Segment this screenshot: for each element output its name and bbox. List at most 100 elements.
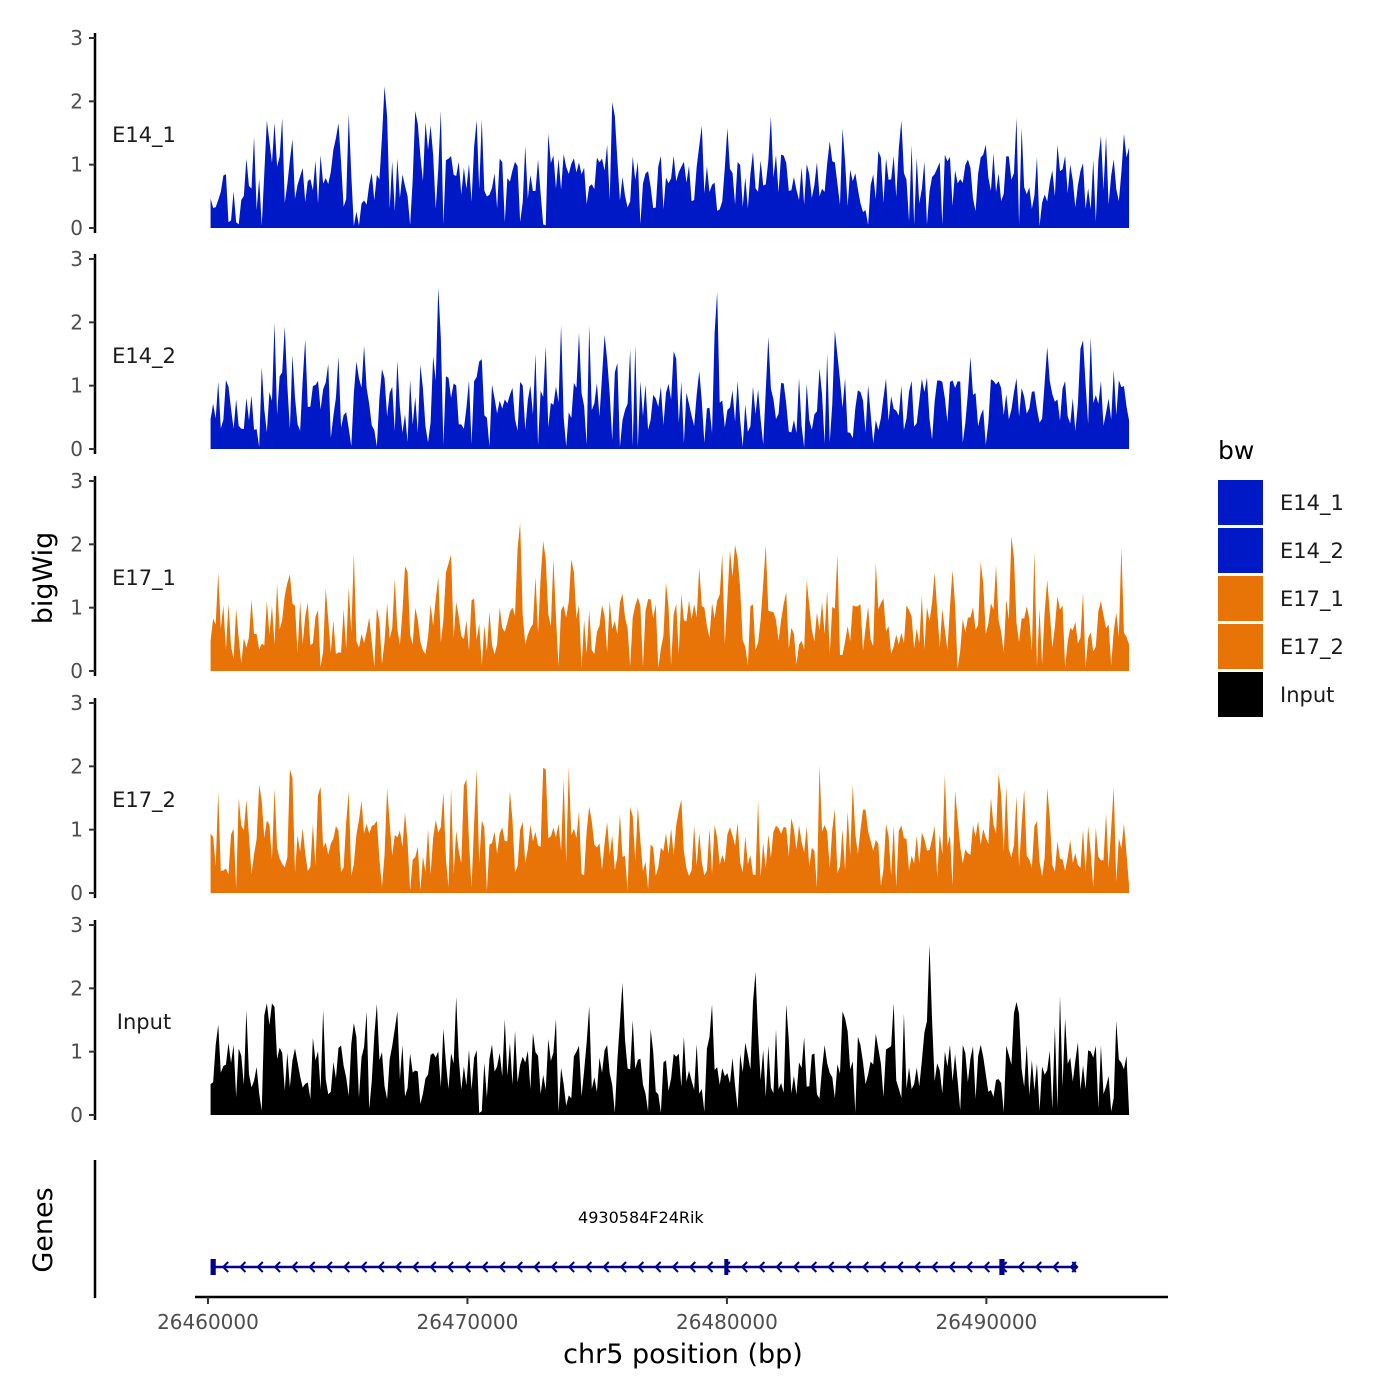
strand-arrow [809, 1261, 818, 1273]
strand-arrow [758, 1261, 766, 1273]
legend-label: E17_1 [1280, 587, 1344, 612]
exon [724, 1259, 729, 1275]
strand-arrow [221, 1261, 229, 1273]
y-tick-label: 3 [70, 26, 83, 50]
strand-arrow [412, 1261, 420, 1273]
legend-label: E14_1 [1280, 491, 1344, 516]
track-Input: 0 1 2 3 Input [70, 913, 1130, 1127]
y-tick-label: 0 [70, 1103, 83, 1127]
y-tick-label: 3 [70, 913, 83, 937]
strand-arrow [533, 1261, 541, 1273]
track-E17_2: 0 1 2 3 E17_2 [70, 691, 1130, 905]
track-label: E14_2 [112, 344, 176, 369]
y-tick-label: 2 [70, 310, 83, 334]
legend-label: E17_2 [1280, 635, 1344, 660]
strand-arrow [792, 1261, 800, 1273]
strand-arrow [982, 1261, 991, 1273]
legend-swatch [1218, 672, 1263, 717]
strand-arrow [740, 1261, 748, 1273]
track-label: Input [117, 1010, 171, 1034]
y-tick-label: 3 [70, 469, 83, 493]
strand-arrow [273, 1261, 281, 1273]
strand-arrow [342, 1261, 350, 1273]
track-label: E14_1 [112, 123, 176, 148]
signal-area-E14_2 [210, 287, 1130, 449]
y-tick-label: 0 [70, 659, 83, 683]
y-tick-label: 0 [70, 216, 83, 240]
x-tick-label: 26460000 [157, 1310, 259, 1334]
y-tick-label: 2 [70, 532, 83, 556]
strand-arrow [446, 1261, 454, 1273]
x-tick-label: 26470000 [417, 1310, 519, 1334]
legend-label: Input [1280, 683, 1334, 707]
strand-arrow [602, 1261, 610, 1273]
strand-arrow [827, 1261, 835, 1273]
strand-arrow [290, 1261, 299, 1273]
y-tick-label: 0 [70, 437, 83, 461]
strand-arrow [585, 1261, 593, 1273]
strand-arrow [1034, 1261, 1042, 1273]
strand-arrow [239, 1261, 247, 1273]
strand-arrow [463, 1261, 472, 1273]
strand-arrow [481, 1261, 489, 1273]
x-axis: 26460000 26470000 26480000 26490000 [157, 1295, 1168, 1334]
strand-arrow [879, 1261, 887, 1273]
genes-track: 4930584F24Rik [93, 1160, 1079, 1298]
strand-arrow [394, 1261, 402, 1273]
gene-name-label: 4930584F24Rik [578, 1208, 704, 1227]
strand-arrow [498, 1261, 506, 1273]
exon [999, 1259, 1005, 1275]
legend-label: E14_2 [1280, 539, 1344, 564]
strand-arrow [896, 1261, 904, 1273]
y-tick-label: 1 [70, 374, 83, 398]
y-axis-title: bigWig [28, 532, 59, 625]
y-tick-label: 3 [70, 691, 83, 715]
strand-arrow [550, 1261, 558, 1273]
y-tick-label: 1 [70, 818, 83, 842]
gene: 4930584F24Rik [210, 1208, 1079, 1275]
strand-arrow [377, 1261, 385, 1273]
track-E14_1: 0 1 2 3 E14_1 [70, 26, 1130, 240]
track-E14_2: 0 1 2 3 E14_2 [70, 247, 1130, 461]
y-tick-label: 2 [70, 754, 83, 778]
genes-track-title: Genes [28, 1187, 59, 1272]
strand-arrow [1017, 1261, 1025, 1273]
legend-title: bw [1218, 436, 1254, 465]
track-E17_1: 0 1 2 3 E17_1 [70, 469, 1130, 683]
y-tick-label: 2 [70, 976, 83, 1000]
signal-area-Input [210, 944, 1130, 1115]
strand-arrow [913, 1261, 921, 1273]
legend-swatch [1218, 528, 1263, 573]
legend-swatch [1218, 576, 1263, 621]
y-tick-label: 3 [70, 247, 83, 271]
legend-swatch [1218, 624, 1263, 669]
y-tick-label: 1 [70, 1040, 83, 1064]
strand-arrow [429, 1261, 437, 1273]
strand-arrow [515, 1261, 523, 1273]
track-label: E17_2 [112, 788, 176, 813]
legend: bw E14_1 E14_2 E17_1 E17_2 Input [1218, 436, 1344, 717]
strand-arrow [308, 1261, 316, 1273]
signal-tracks: 0 1 2 3 E14_1 0 1 2 3 E14_2 0 1 2 3 E17_1 0 1 2 3 E17_2 0 1 2 3… [70, 26, 1130, 1127]
track-label: E17_1 [112, 566, 176, 591]
y-tick-label: 2 [70, 89, 83, 113]
strand-arrow [775, 1261, 783, 1273]
strand-arrow [706, 1261, 714, 1273]
strand-arrow [688, 1261, 696, 1273]
strand-arrow [654, 1261, 662, 1273]
legend-swatch [1218, 480, 1263, 525]
x-axis-title: chr5 position (bp) [563, 1339, 803, 1370]
signal-area-E17_2 [210, 765, 1130, 893]
strand-arrow [325, 1261, 333, 1273]
strand-arrow [861, 1261, 869, 1273]
y-tick-label: 0 [70, 881, 83, 905]
strand-arrow [965, 1261, 973, 1273]
y-tick-label: 1 [70, 596, 83, 620]
strand-arrow [636, 1261, 645, 1273]
strand-arrow [671, 1261, 679, 1273]
signal-area-E17_1 [210, 522, 1130, 671]
strand-arrow [360, 1261, 368, 1273]
strand-arrow [948, 1261, 956, 1273]
y-tick-label: 1 [70, 153, 83, 177]
